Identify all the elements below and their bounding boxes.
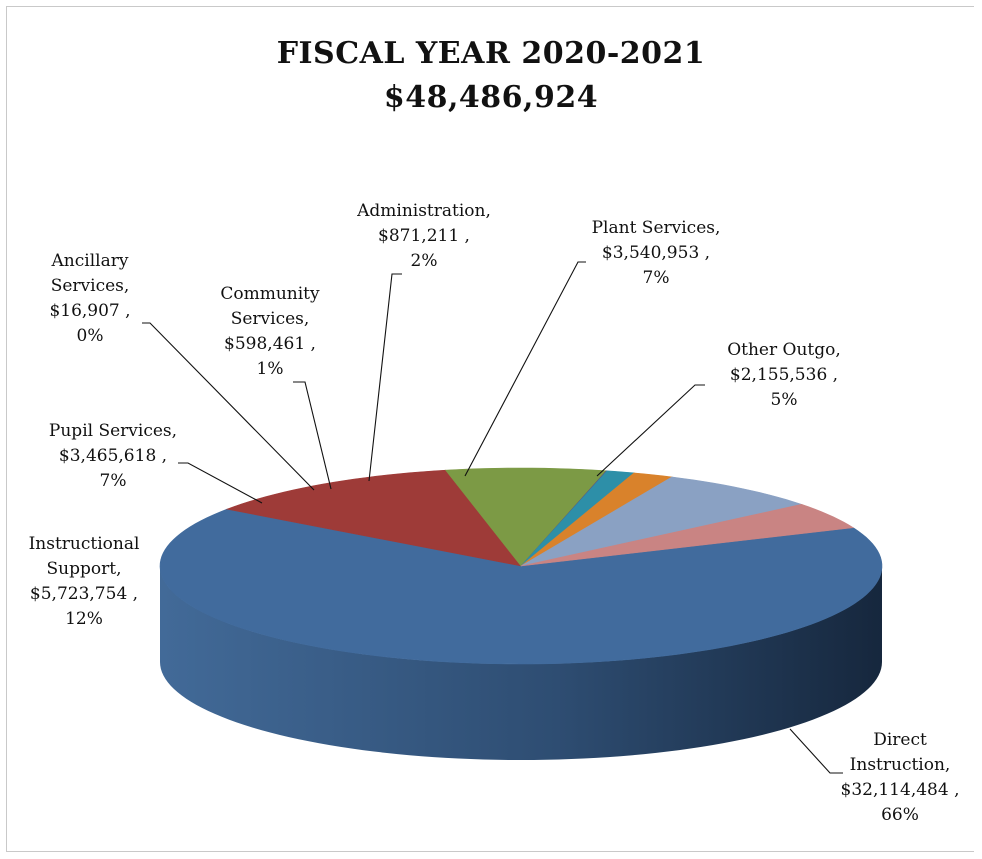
leader-line-plant-services [464, 261, 586, 477]
pie-slice-direct-instruction [159, 508, 883, 665]
data-label-direct-instruction: Direct Instruction, $32,114,484 , 66% [841, 730, 960, 825]
leader-line-other-outgo [596, 384, 705, 477]
data-label-instructional-support: Instructional Support, $5,723,754 , 12% [29, 534, 140, 629]
pie-side-direct-instruction [160, 566, 882, 760]
pie-slice-other-outgo [520, 504, 855, 567]
data-label-plant-services: Plant Services, $3,540,953 , 7% [592, 218, 721, 288]
data-label-ancillary-services: Ancillary Services, $16,907 , 0% [49, 251, 130, 346]
leader-line-pupil-services [178, 462, 263, 504]
leader-line-administration [368, 273, 402, 482]
chart-title: FISCAL YEAR 2020-2021 [276, 36, 706, 71]
leader-line-community-services [293, 381, 332, 490]
leader-line-ancillary-services [142, 322, 315, 491]
data-label-pupil-services: Pupil Services, $3,465,618 , 7% [49, 421, 177, 491]
data-label-administration: Administration, $871,211 , 2% [356, 201, 491, 271]
data-label-community-services: Community Services, $598,461 , 1% [220, 284, 320, 379]
data-label-other-outgo: Other Outgo, $2,155,536 , 5% [727, 340, 841, 410]
chart-subtitle: $48,486,924 [383, 80, 599, 115]
pie-slice-instructional-support [225, 469, 522, 567]
leader-line-direct-instruction [789, 728, 843, 774]
pie-slice-plant-services [520, 476, 803, 567]
pie-slice-pupil-services [444, 467, 607, 567]
